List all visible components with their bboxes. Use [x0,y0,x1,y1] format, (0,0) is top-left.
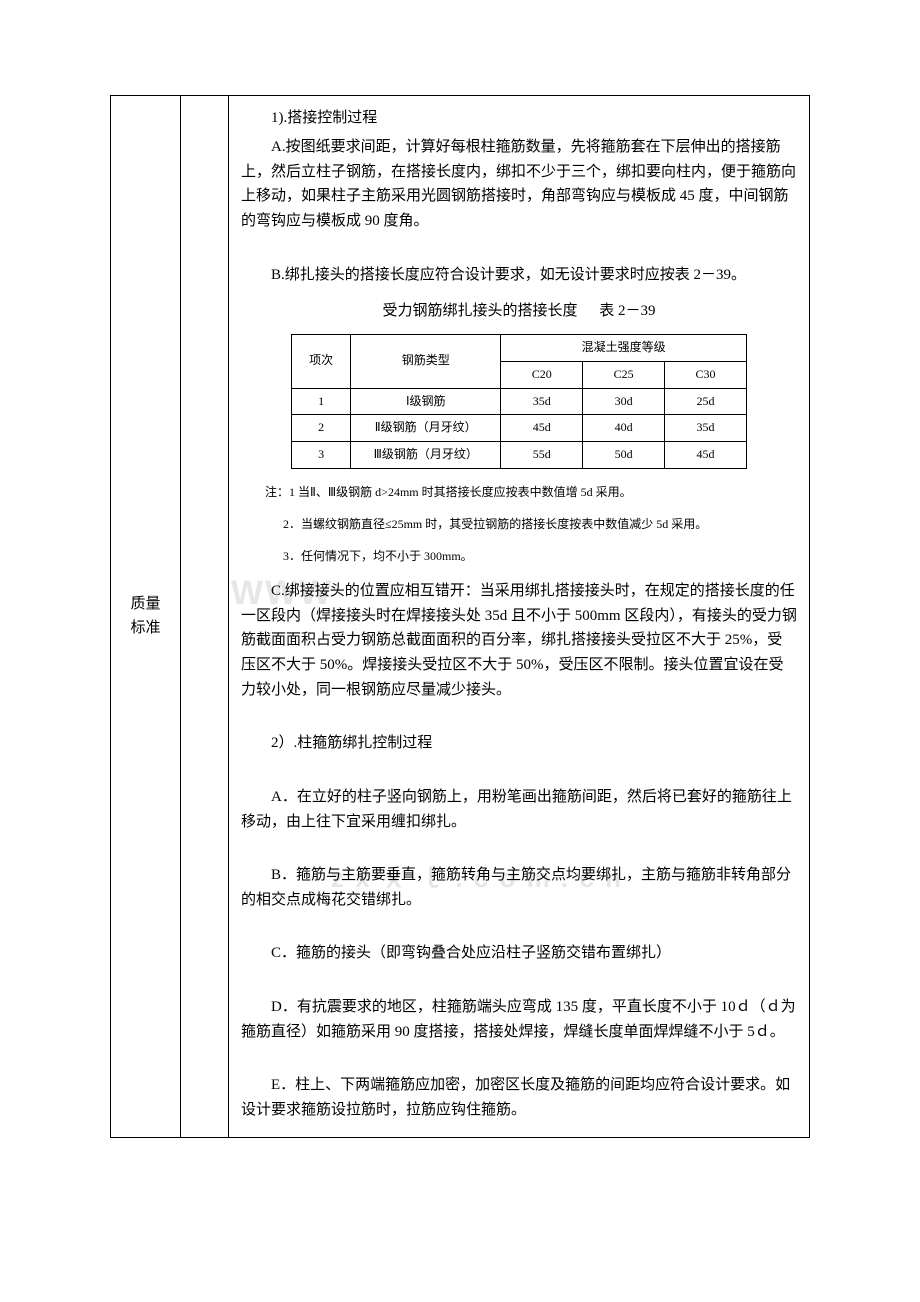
section2-paraD: D．有抗震要求的地区，柱箍筋端头应弯成 135 度，平直长度不小于 10ｄ（ｄ为… [241,995,797,1045]
table-row: 2 Ⅱ级钢筋（月牙纹） 45d 40d 35d [292,415,747,442]
inner-table-title-row: 受力钢筋绑扎接头的搭接长度 表 2－39 [241,299,797,324]
cell: 55d [501,442,583,469]
inner-table-title: 受力钢筋绑扎接头的搭接长度 [382,303,577,319]
table-header-row: 项次 钢筋类型 混凝土强度等级 [292,335,747,362]
paraC: C.绑接接头的位置应相互错开：当采用绑扎搭接接头时，在规定的搭接长度的任一区段内… [241,579,797,703]
cell: 35d [665,415,747,442]
section2-heading: 2）.柱箍筋绑扎控制过程 [241,731,797,756]
cell: Ⅰ级钢筋 [351,388,501,415]
cell: 1 [292,388,351,415]
section1-paraB: B.绑扎接头的搭接长度应符合设计要求，如无设计要求时应按表 2－39。 [241,263,797,288]
section2-paraE: E．柱上、下两端箍筋应加密，加密区长度及箍筋的间距均应符合设计要求。如设计要求箍… [241,1073,797,1123]
watermark-area-2: z x ｘ ｌ . c o m . c n B．箍筋与主筋要垂直，箍筋转角与主筋… [241,863,797,913]
left-label-line1: 质量 标准 [123,592,168,640]
th-sub3: C30 [665,361,747,388]
content-cell: 1).搭接控制过程 A.按图纸要求间距，计算好每根柱箍筋数量，先将箍筋套在下层伸… [229,96,810,1138]
cell: 25d [665,388,747,415]
cell: 50d [583,442,665,469]
document-page: 质量 标准 1).搭接控制过程 A.按图纸要求间距，计算好每根柱箍筋数量，先将箍… [0,0,920,1198]
watermark-area-1: WWW C.绑接接头的位置应相互错开：当采用绑扎搭接接头时，在规定的搭接长度的任… [241,579,797,703]
cell: 35d [501,388,583,415]
cell: 3 [292,442,351,469]
cell: 40d [583,415,665,442]
left-label-cell: 质量 标准 [111,96,181,1138]
cell: 45d [501,415,583,442]
narrow-spacer-cell [181,96,229,1138]
cell: Ⅲ级钢筋（月牙纹） [351,442,501,469]
th-span: 混凝土强度等级 [501,335,747,362]
note3: 3．任何情况下，均不小于 300mm。 [241,547,797,565]
inner-table-label: 表 2－39 [599,299,655,324]
section2-paraA: A．在立好的柱子竖向钢筋上，用粉笔画出箍筋间距，然后将已套好的箍筋往上移动，由上… [241,785,797,835]
section1-paraA: A.按图纸要求间距，计算好每根柱箍筋数量，先将箍筋套在下层伸出的搭接筋上，然后立… [241,135,797,234]
section1-heading: 1).搭接控制过程 [241,106,797,131]
section2-paraB: B．箍筋与主筋要垂直，箍筋转角与主筋交点均要绑扎，主筋与箍筋非转角部分的相交点成… [241,863,797,913]
cell: 2 [292,415,351,442]
table-row: 3 Ⅲ级钢筋（月牙纹） 55d 50d 45d [292,442,747,469]
note2: 2．当螺纹钢筋直径≤25mm 时，其受拉钢筋的搭接长度按表中数值减少 5d 采用… [241,515,797,533]
cell: 45d [665,442,747,469]
th-col2: 钢筋类型 [351,335,501,389]
main-layout-table: 质量 标准 1).搭接控制过程 A.按图纸要求间距，计算好每根柱箍筋数量，先将箍… [110,95,810,1138]
inner-data-table: 项次 钢筋类型 混凝土强度等级 C20 C25 C30 1 Ⅰ级钢筋 3 [291,334,747,469]
cell: Ⅱ级钢筋（月牙纹） [351,415,501,442]
note1: 注：1 当Ⅱ、Ⅲ级钢筋 d>24mm 时其搭接长度应按表中数值增 5d 采用。 [241,483,797,501]
th-sub1: C20 [501,361,583,388]
th-col1: 项次 [292,335,351,389]
section2-paraC: C．箍筋的接头（即弯钩叠合处应沿柱子竖筋交错布置绑扎） [241,941,797,966]
table-row: 1 Ⅰ级钢筋 35d 30d 25d [292,388,747,415]
cell: 30d [583,388,665,415]
th-sub2: C25 [583,361,665,388]
